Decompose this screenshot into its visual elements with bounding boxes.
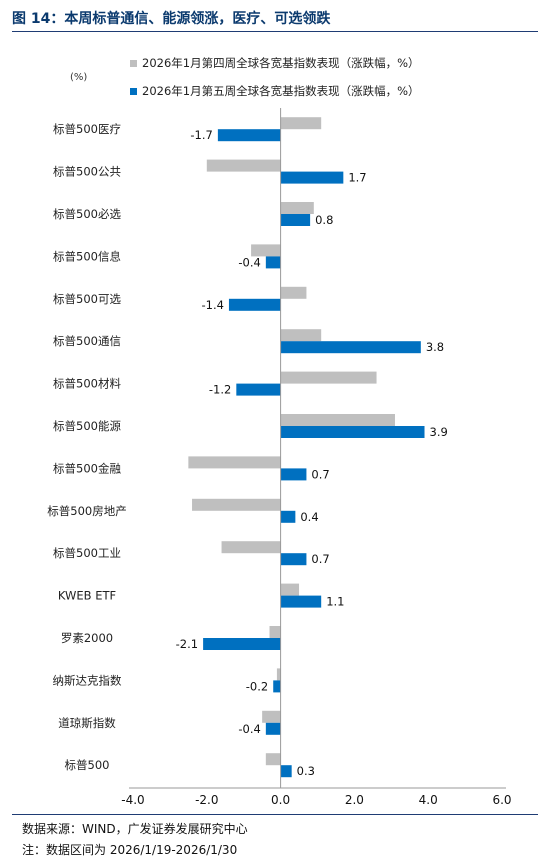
unit-label: (%) <box>70 72 87 83</box>
bar-week4-10 <box>221 541 281 554</box>
bar-week4-12 <box>269 626 281 638</box>
category-label-10: 标普500工业 <box>53 546 121 560</box>
data-label-3: -0.4 <box>238 255 260 269</box>
bar-week5-7 <box>280 426 425 438</box>
figure-title: 图 14：本周标普通信、能源领涨，医疗、可选领跌 <box>12 11 331 27</box>
data-label-9: 0.4 <box>300 510 318 524</box>
category-label-3: 标普500信息 <box>53 249 121 263</box>
data-label-4: -1.4 <box>201 298 223 312</box>
bar-week5-2 <box>280 214 311 226</box>
bar-week4-4 <box>280 286 307 299</box>
data-label-13: -0.2 <box>246 679 268 693</box>
legend-swatch-1 <box>130 60 137 67</box>
category-label-0: 标普500医疗 <box>53 122 121 136</box>
bar-week4-5 <box>280 329 322 342</box>
bar-week4-1 <box>206 159 281 172</box>
bar-week5-0 <box>217 129 281 142</box>
data-label-14: -0.4 <box>238 722 260 736</box>
bar-week5-3 <box>265 256 281 269</box>
category-label-14: 道琼斯指数 <box>58 716 116 730</box>
bar-week5-10 <box>280 553 307 566</box>
bar-week5-8 <box>280 468 307 481</box>
bar-week5-4 <box>228 298 281 311</box>
x-tick-label-5: 6.0 <box>492 793 511 807</box>
data-label-7: 3.9 <box>430 425 448 439</box>
title-rule <box>12 31 538 32</box>
category-label-5: 标普500通信 <box>53 334 121 348</box>
category-label-4: 标普500可选 <box>53 292 121 306</box>
source-rule <box>12 814 538 815</box>
legend-label-2: 2026年1月第五周全球各宽基指数表现（涨跌幅，%） <box>142 84 420 98</box>
data-label-2: 0.8 <box>315 213 333 227</box>
data-label-0: -1.7 <box>190 128 212 142</box>
x-tick-label-0: -4.0 <box>121 793 144 807</box>
category-label-8: 标普500金融 <box>53 461 121 475</box>
bar-week5-11 <box>280 595 322 608</box>
category-label-13: 纳斯达克指数 <box>53 673 122 687</box>
data-label-5: 3.8 <box>426 340 444 354</box>
x-tick-label-1: -2.0 <box>195 793 218 807</box>
data-label-8: 0.7 <box>311 467 329 481</box>
data-label-6: -1.2 <box>209 383 231 397</box>
category-label-9: 标普500房地产 <box>47 504 126 518</box>
data-label-1: 1.7 <box>348 171 366 185</box>
bar-week5-1 <box>280 171 344 184</box>
bar-week5-14 <box>265 722 281 735</box>
legend-label-1: 2026年1月第四周全球各宽基指数表现（涨跌幅，%） <box>142 56 420 70</box>
data-label-11: 1.1 <box>326 595 344 609</box>
bar-week5-12 <box>203 638 281 650</box>
x-axis: -4.0 -2.0 0.0 2.0 4.0 6.0 <box>121 108 512 807</box>
legend: 2026年1月第四周全球各宽基指数表现（涨跌幅，%） 2026年1月第五周全球各宽… <box>130 56 420 98</box>
bar-week4-9 <box>192 498 281 511</box>
x-tick-label-4: 4.0 <box>419 793 438 807</box>
category-label-2: 标普500必选 <box>53 207 121 221</box>
note-text: 注：数据区间为 2026/1/19-2026/1/30 <box>22 843 238 857</box>
bar-week4-6 <box>280 371 377 384</box>
data-label-12: -2.1 <box>176 637 198 651</box>
data-label-10: 0.7 <box>311 552 329 566</box>
bar-week4-11 <box>280 583 300 596</box>
bar-week5-6 <box>236 383 281 396</box>
bar-week4-0 <box>280 117 322 130</box>
data-label-15: 0.3 <box>297 764 315 778</box>
category-label-15: 标普500 <box>65 758 110 772</box>
bar-week5-13 <box>273 680 281 693</box>
bar-week4-2 <box>280 202 314 214</box>
bar-week4-3 <box>251 244 281 257</box>
bar-week4-7 <box>280 414 395 426</box>
source-text: 数据来源：WIND，广发证券发展研究中心 <box>22 822 248 836</box>
category-label-11: KWEB ETF <box>58 589 116 603</box>
bar-week5-5 <box>280 341 421 354</box>
bar-week4-14 <box>262 710 281 723</box>
category-label-12: 罗素2000 <box>61 631 113 645</box>
x-tick-label-3: 2.0 <box>345 793 364 807</box>
category-label-7: 标普500能源 <box>53 419 121 433</box>
bar-week5-9 <box>280 510 296 523</box>
category-label-6: 标普500材料 <box>53 377 121 391</box>
category-label-1: 标普500公共 <box>53 165 121 179</box>
bar-week4-15 <box>265 753 281 766</box>
bar-week4-13 <box>276 668 281 681</box>
x-tick-label-2: 0.0 <box>271 793 290 807</box>
legend-swatch-2 <box>130 88 137 95</box>
bar-week4-8 <box>188 456 281 469</box>
bar-week5-15 <box>280 765 292 778</box>
